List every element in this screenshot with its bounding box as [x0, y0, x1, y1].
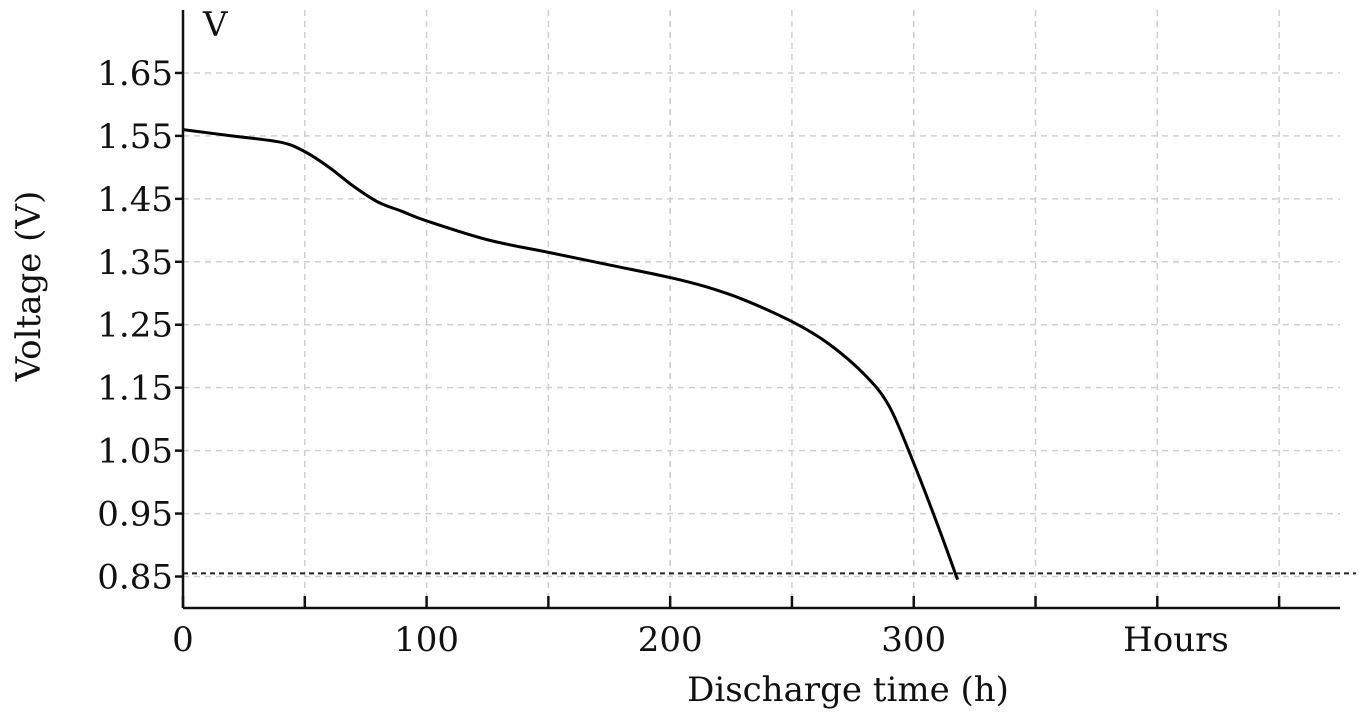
y-tick-label: 1.15: [97, 369, 173, 409]
tick-labels: 0.85 0.95 1.05 1.15 1.25 1.35 1.45 1.55 1.65 0 100…: [97, 54, 946, 660]
y-unit-label: V: [202, 5, 229, 45]
y-tick-label: 0.85: [97, 558, 173, 598]
grid-y-lines: [183, 73, 1340, 577]
x-tick-label: 300: [881, 620, 946, 660]
y-tick-label: 1.55: [97, 117, 173, 157]
y-tick-label: 1.65: [97, 54, 173, 94]
x-unit-label: Hours: [1123, 620, 1229, 660]
series-line: [183, 130, 958, 580]
axis-ticks: [175, 73, 1279, 608]
x-tick-label: 100: [394, 620, 459, 660]
x-tick-label: 0: [172, 620, 194, 660]
y-tick-label: 1.35: [97, 243, 173, 283]
grid-x-lines: [305, 10, 1279, 608]
y-axis-title: Voltage (V): [9, 191, 49, 383]
y-tick-label: 1.45: [97, 180, 173, 220]
y-tick-label: 1.05: [97, 432, 173, 472]
y-tick-label: 1.25: [97, 306, 173, 346]
x-tick-label: 200: [638, 620, 703, 660]
x-axis-title: Discharge time (h): [687, 670, 1009, 710]
y-tick-label: 0.95: [97, 495, 173, 535]
